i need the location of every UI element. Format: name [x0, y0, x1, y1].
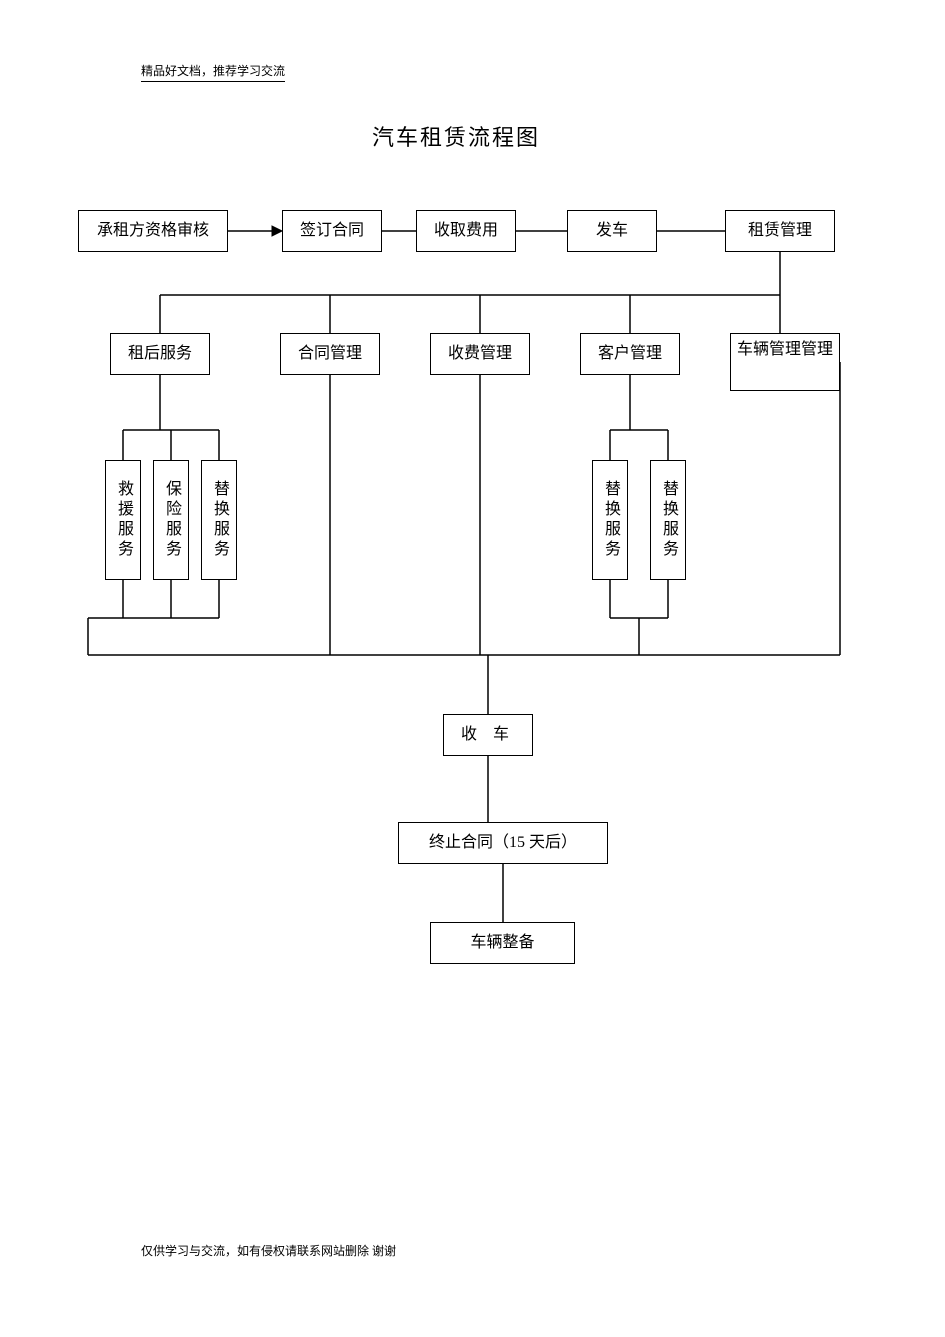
- node-sign-contract: 签订合同: [282, 210, 382, 252]
- node-contract-mgmt: 合同管理: [280, 333, 380, 375]
- page: 精品好文档，推荐学习交流 汽车租赁流程图 承租方资格审核 签订合同 收取费用 发…: [0, 0, 945, 1337]
- node-post-service: 租后服务: [110, 333, 210, 375]
- node-fee-mgmt: 收费管理: [430, 333, 530, 375]
- node-collect-fee: 收取费用: [416, 210, 516, 252]
- node-vehicle-mgmt: 车辆管理管理: [730, 333, 840, 391]
- node-replace-service-2: 替换服务: [592, 460, 628, 580]
- node-insurance-service: 保险服务: [153, 460, 189, 580]
- node-qualification-review: 承租方资格审核: [78, 210, 228, 252]
- header-note: 精品好文档，推荐学习交流: [141, 62, 285, 82]
- node-dispatch-car: 发车: [567, 210, 657, 252]
- node-customer-mgmt: 客户管理: [580, 333, 680, 375]
- node-rental-management: 租赁管理: [725, 210, 835, 252]
- flowchart-connectors: [0, 0, 945, 1337]
- page-title: 汽车租赁流程图: [372, 120, 540, 152]
- node-collect-car: 收 车: [443, 714, 533, 756]
- node-replace-service-3: 替换服务: [650, 460, 686, 580]
- node-vehicle-prep: 车辆整备: [430, 922, 575, 964]
- node-terminate-contract: 终止合同（15 天后）: [398, 822, 608, 864]
- node-replace-service-1: 替换服务: [201, 460, 237, 580]
- node-rescue-service: 救援服务: [105, 460, 141, 580]
- footer-note: 仅供学习与交流，如有侵权请联系网站删除 谢谢: [141, 1242, 396, 1259]
